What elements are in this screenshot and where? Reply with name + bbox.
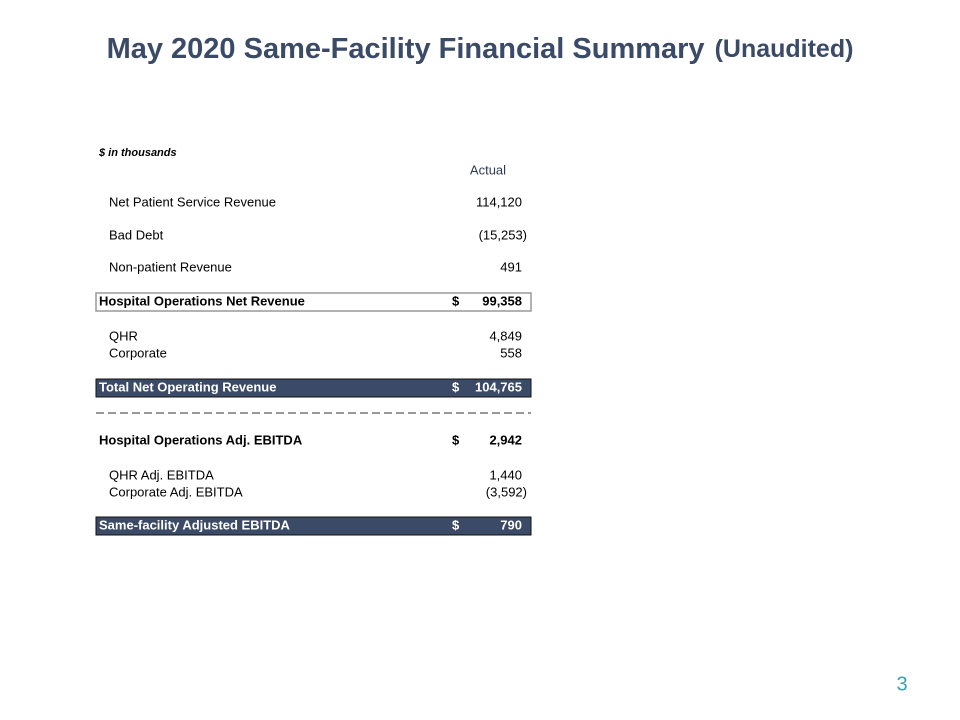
row-label: Hospital Operations Adj. EBITDA bbox=[99, 432, 303, 447]
row-box bbox=[95, 516, 532, 536]
row-label: Same-facility Adjusted EBITDA bbox=[99, 517, 291, 532]
row-currency: $ bbox=[452, 293, 460, 308]
table-note: $ in thousands bbox=[98, 147, 177, 159]
row-currency: $ bbox=[452, 517, 460, 532]
row-value: 114,120 bbox=[476, 194, 522, 209]
page-number: 3 bbox=[896, 673, 907, 695]
row-label: Net Patient Service Revenue bbox=[109, 194, 276, 209]
row-label: QHR Adj. EBITDA bbox=[109, 467, 214, 482]
row-value: 491 bbox=[500, 259, 522, 274]
row-box bbox=[95, 292, 532, 312]
row-value: (15,253) bbox=[479, 227, 527, 242]
row-value: 104,765 bbox=[475, 379, 522, 394]
slide-title: May 2020 Same-Facility Financial Summary… bbox=[107, 33, 854, 65]
row-currency: $ bbox=[452, 379, 460, 394]
row-label: QHR bbox=[109, 328, 138, 343]
row-label: Hospital Operations Net Revenue bbox=[99, 293, 305, 308]
row-value: 2,942 bbox=[489, 432, 522, 447]
row-box bbox=[95, 378, 532, 398]
row-value: (3,592) bbox=[486, 484, 527, 499]
row-value: 99,358 bbox=[482, 293, 522, 308]
title: May 2020 Same-Facility Financial Summary bbox=[107, 33, 705, 65]
row-value: 790 bbox=[500, 517, 522, 532]
row-value: 558 bbox=[500, 345, 522, 360]
row-currency: $ bbox=[452, 432, 460, 447]
column-header: Actual bbox=[470, 162, 506, 177]
row-value: 4,849 bbox=[489, 328, 522, 343]
row-label: Corporate bbox=[109, 345, 167, 360]
row-label: Total Net Operating Revenue bbox=[99, 379, 276, 394]
row-label: Bad Debt bbox=[109, 227, 164, 242]
row-label: Corporate Adj. EBITDA bbox=[109, 484, 243, 499]
row-label: Non-patient Revenue bbox=[109, 259, 232, 274]
subtitle: (Unaudited) bbox=[715, 35, 854, 63]
row-value: 1,440 bbox=[489, 467, 522, 482]
